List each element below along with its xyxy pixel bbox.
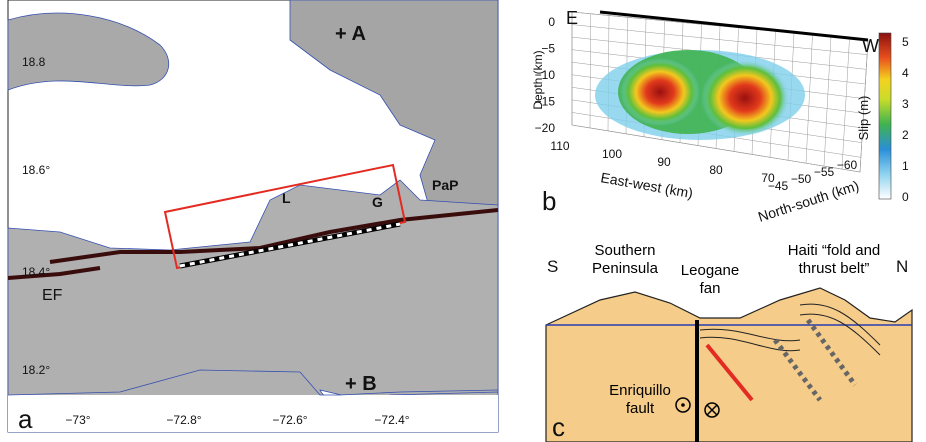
slip-patch bbox=[701, 60, 789, 136]
depth-tick: 0 bbox=[548, 15, 555, 29]
slip-tick: 2 bbox=[902, 128, 909, 142]
lon-tick: −72.8° bbox=[166, 413, 201, 427]
panel-letter: a bbox=[18, 404, 33, 434]
slip-tick: 4 bbox=[902, 66, 909, 80]
point-b: + B bbox=[345, 373, 377, 395]
end-w: W bbox=[862, 36, 879, 56]
colorbar bbox=[879, 33, 891, 199]
label: Enriquillo fault bbox=[600, 382, 680, 418]
slip-tick: 0 bbox=[902, 190, 909, 204]
depth-ticks: 0 −5 −10 −15 −20 bbox=[535, 15, 556, 135]
lon-tick: −72.6° bbox=[272, 413, 307, 427]
figure: + A + B L G PaP EF 18.8 18.6° 18.4° 18.2… bbox=[0, 0, 926, 442]
label-box: Southern Peninsula bbox=[570, 242, 680, 292]
ew-tick: 80 bbox=[709, 163, 723, 177]
label: Southern Peninsula bbox=[570, 242, 680, 278]
depth-tick: −20 bbox=[535, 121, 556, 135]
ew-label: East-west (km) bbox=[599, 169, 694, 201]
ns-tick: −45 bbox=[768, 179, 789, 193]
point-a: + A bbox=[335, 23, 366, 45]
slip-patch bbox=[620, 58, 700, 126]
ew-tick: 110 bbox=[550, 139, 569, 153]
place-pap: PaP bbox=[432, 177, 458, 193]
depth-tick: −5 bbox=[541, 42, 555, 56]
lat-tick: 18.4° bbox=[22, 265, 50, 279]
ew-tick: 90 bbox=[657, 155, 671, 169]
slip-ticks: 5 4 3 2 1 0 bbox=[902, 35, 909, 204]
lat-tick: 18.6° bbox=[22, 163, 50, 177]
out-of-page-dot bbox=[681, 403, 685, 407]
ns-tick: −60 bbox=[837, 158, 858, 172]
lon-tick: −73° bbox=[65, 413, 90, 427]
slip-tick: 5 bbox=[902, 35, 909, 49]
panel-letter: b bbox=[542, 186, 556, 216]
lat-tick: 18.2° bbox=[22, 363, 50, 377]
map-panel: + A + B L G PaP EF 18.8 18.6° 18.4° 18.2… bbox=[8, 0, 498, 434]
depth-tick: −10 bbox=[535, 68, 556, 82]
label-box: Leogane fan bbox=[680, 262, 740, 312]
place-g: G bbox=[372, 194, 383, 210]
ew-tick: 100 bbox=[602, 147, 622, 161]
section-panel: S N Southern Peninsula Leogane fan Haiti… bbox=[546, 242, 912, 442]
panel-letter: c bbox=[552, 412, 565, 442]
label-box: Haiti “fold and thrust belt” bbox=[768, 242, 900, 292]
label: Leogane fan bbox=[680, 262, 740, 298]
slip-tick: 3 bbox=[902, 97, 909, 111]
ns-tick: −50 bbox=[791, 172, 812, 186]
ns-tick: −55 bbox=[814, 165, 835, 179]
lat-tick: 18.8 bbox=[22, 55, 46, 69]
label: Haiti “fold and thrust belt” bbox=[768, 242, 900, 278]
end-s: S bbox=[547, 257, 558, 276]
place-l: L bbox=[282, 190, 291, 206]
end-e: E bbox=[566, 8, 578, 28]
depth-tick: −15 bbox=[535, 95, 556, 109]
slip-label: Slip (m) bbox=[856, 96, 871, 141]
place-ef: EF bbox=[42, 287, 63, 304]
lon-tick: −72.4° bbox=[374, 413, 409, 427]
slip-tick: 1 bbox=[902, 159, 909, 173]
slip-panel: E W Depth (km) 0−5−10−15−20 110100908070… bbox=[531, 8, 909, 225]
label-box: Enriquillo fault bbox=[600, 382, 680, 432]
